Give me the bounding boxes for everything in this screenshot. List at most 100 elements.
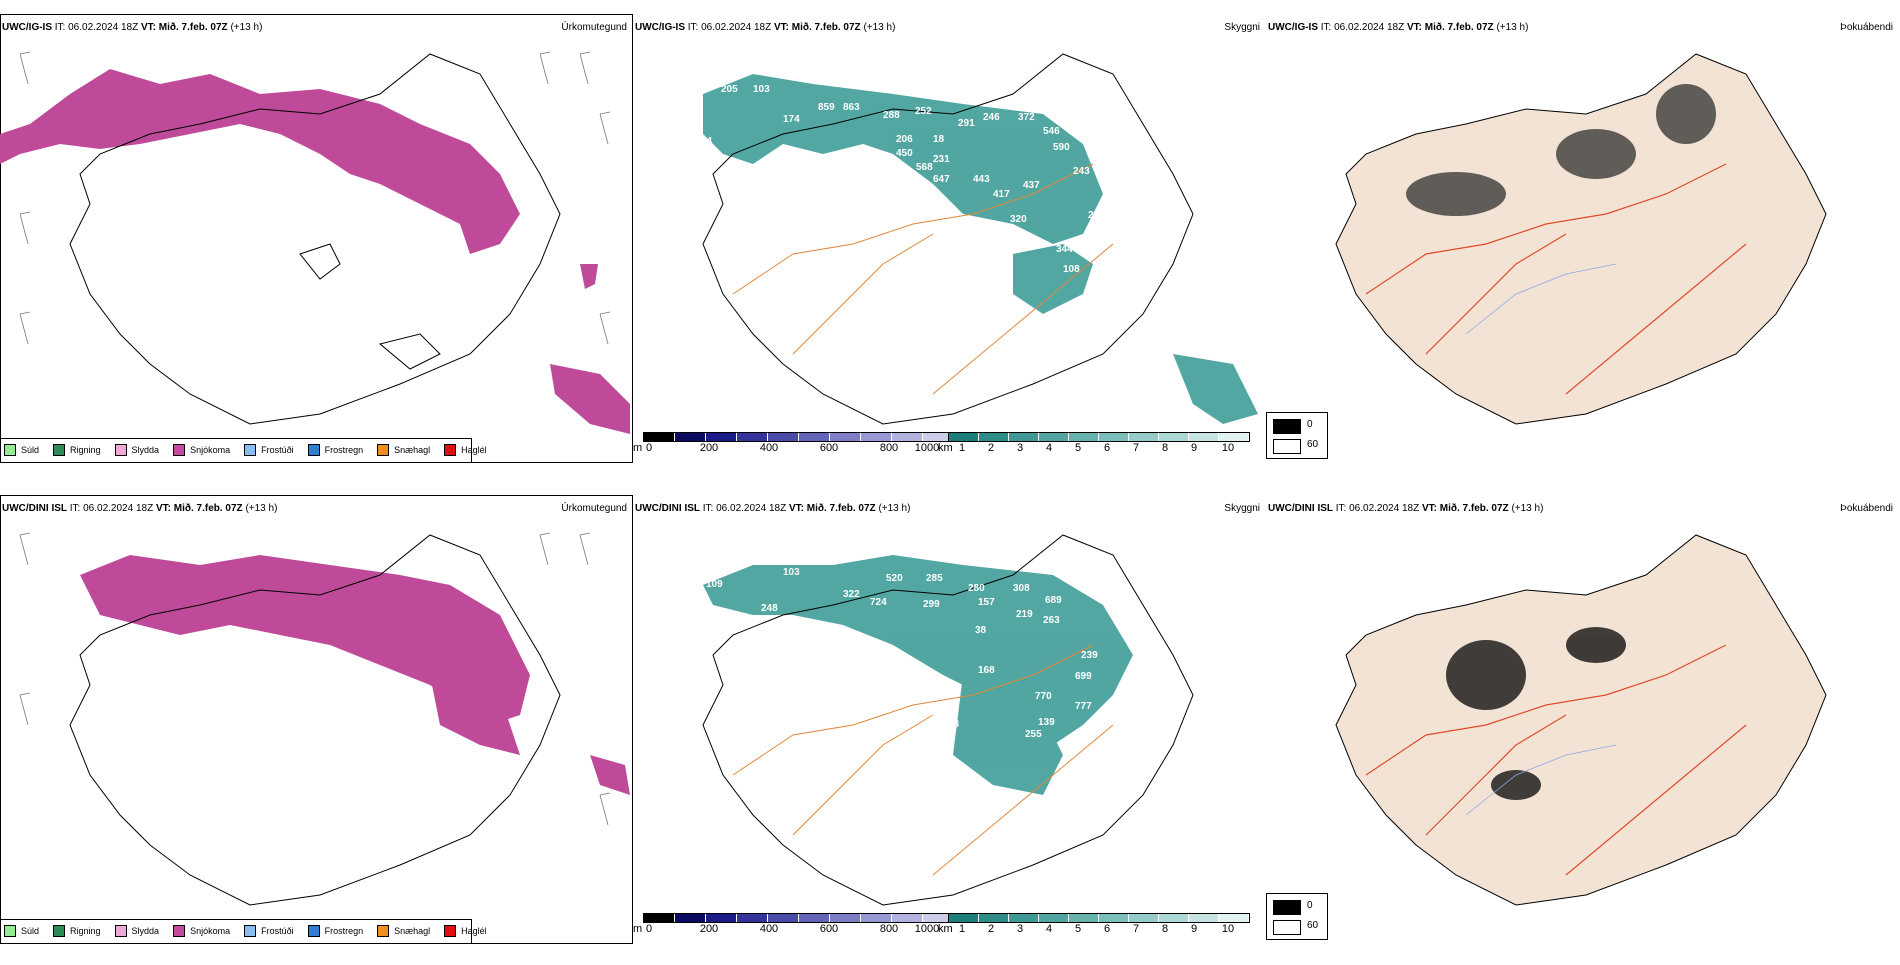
cloud-label: 724 — [870, 597, 887, 608]
legend-label: Frostregn — [324, 445, 364, 455]
cloud-label: 206 — [896, 134, 913, 145]
legend-label: Slydda — [131, 926, 160, 936]
legend-tick: 9 — [1190, 923, 1198, 935]
legend-label: Snæhagl — [394, 445, 431, 455]
cloud-label: 568 — [916, 162, 933, 173]
bar-cell — [892, 914, 923, 922]
panel-title: Þokuábendi — [1840, 503, 1893, 514]
cloud-map — [702, 534, 1194, 906]
legend-label: Rigning — [70, 445, 101, 455]
bar-cell — [1159, 433, 1189, 441]
cloud-label: 174 — [783, 114, 800, 125]
cloud-label: 647 — [933, 174, 950, 185]
bar-cell — [706, 914, 737, 922]
legend-item-rigning: Rigning — [53, 925, 101, 937]
legend-unit: km — [938, 923, 953, 935]
legend-swatch — [244, 444, 257, 456]
legend-label: Súld — [21, 926, 40, 936]
legend-label: Súld — [21, 445, 40, 455]
legend-swatch — [444, 444, 457, 456]
legend-tick: 3 — [1016, 442, 1024, 454]
iceland-outline — [69, 53, 561, 425]
cloud-label: 285 — [926, 573, 943, 584]
iceland-outline — [702, 534, 1194, 906]
legend-unit: m — [633, 923, 643, 935]
legend-tick: 3 — [1016, 923, 1024, 935]
cloud-label: 280 — [968, 583, 985, 594]
legend-unit: km — [938, 442, 953, 454]
bar-cell — [1219, 433, 1249, 441]
snow-area — [80, 555, 630, 795]
bar-cell — [949, 914, 979, 922]
cloud-label: 246 — [983, 112, 1000, 123]
cloud-label: 38 — [975, 625, 987, 636]
bar-cell — [1069, 433, 1099, 441]
legend-swatch — [4, 925, 16, 937]
legend-swatch — [173, 444, 186, 456]
iceland-outline — [69, 534, 561, 906]
cloud-label: 255 — [1025, 729, 1042, 740]
bar-cell — [1009, 914, 1039, 922]
legend-swatch — [173, 925, 186, 937]
legend-tick: 800 — [879, 442, 899, 454]
bar-cell — [830, 914, 861, 922]
cloud-label: 308 — [1013, 583, 1030, 594]
panel-title: Skyggni — [1224, 503, 1260, 514]
panel-title: Úrkomutegund — [561, 503, 627, 514]
cloud-label: 546 — [1043, 126, 1060, 137]
cloud-label: 450 — [896, 148, 913, 159]
bar-cell — [1009, 433, 1039, 441]
panel-header: UWC/IG-IS IT: 06.02.2024 18Z VT: Mið. 7.… — [1268, 22, 1529, 33]
cloud-label: 590 — [1053, 142, 1070, 153]
legend-item-haglel: Haglél — [444, 444, 487, 456]
rivers — [1465, 263, 1617, 335]
cloud-label: 168 — [978, 665, 995, 676]
legend-tick: 0 — [645, 442, 653, 454]
legend-tick: 10 — [1221, 923, 1235, 935]
cloud-label: 437 — [1023, 180, 1040, 191]
color-bar — [948, 432, 1250, 442]
legend-item-sald: Súld — [4, 925, 39, 937]
legend-tick: 400 — [759, 442, 779, 454]
cloud-label: 249 — [1088, 210, 1105, 221]
legend-item-haglel: Haglél — [444, 925, 487, 937]
cloud-label: 109 — [706, 579, 723, 590]
legend-swatch — [307, 444, 320, 456]
legend-swatch — [114, 925, 127, 937]
legend-unit: m — [633, 442, 643, 454]
cloud-legend-km: km 1 2 3 4 5 6 7 8 9 10 — [938, 432, 1250, 472]
cloud-label: 372 — [1018, 112, 1035, 123]
legend-tick: 1 — [958, 442, 966, 454]
panel-cloud-dini: UWC/DINI ISL IT: 06.02.2024 18Z VT: Mið.… — [633, 495, 1266, 965]
cloud-label: 157 — [978, 597, 995, 608]
bar-cell — [644, 914, 675, 922]
fog-swatch — [1273, 439, 1301, 454]
bar-cell — [979, 914, 1009, 922]
bar-cell — [1189, 433, 1219, 441]
cloud-label: 38 — [948, 719, 960, 730]
legend-swatch — [244, 925, 257, 937]
cloud-label: 248 — [761, 603, 778, 614]
legend-swatch — [4, 444, 16, 456]
bar-cell — [706, 433, 737, 441]
panel-header: UWC/IG-IS IT: 06.02.2024 18Z VT: Mið. 7.… — [635, 22, 896, 33]
color-bar — [643, 913, 955, 923]
legend-tick: 6 — [1103, 442, 1111, 454]
cloud-label: 859 — [818, 102, 835, 113]
precip-type-map — [0, 51, 630, 434]
bar-cell — [1219, 914, 1249, 922]
legend-swatch — [53, 925, 66, 937]
legend-tick: 600 — [819, 923, 839, 935]
bar-cell — [799, 433, 830, 441]
fog-label: 60 — [1307, 920, 1319, 931]
fog-label: 60 — [1307, 439, 1319, 450]
precip-legend-box — [0, 438, 472, 463]
panel-header: UWC/DINI ISL IT: 06.02.2024 18Z VT: Mið.… — [1268, 503, 1544, 514]
bar-cell — [1039, 433, 1069, 441]
legend-tick: 4 — [1045, 923, 1053, 935]
panel-fog-ig: UWC/IG-IS IT: 06.02.2024 18Z VT: Mið. 7.… — [1266, 14, 1899, 484]
cloud-label: 139 — [1038, 717, 1055, 728]
legend-tick: 2 — [987, 923, 995, 935]
legend-item-sald: Súld — [4, 444, 39, 456]
legend-label: Haglél — [461, 445, 487, 455]
